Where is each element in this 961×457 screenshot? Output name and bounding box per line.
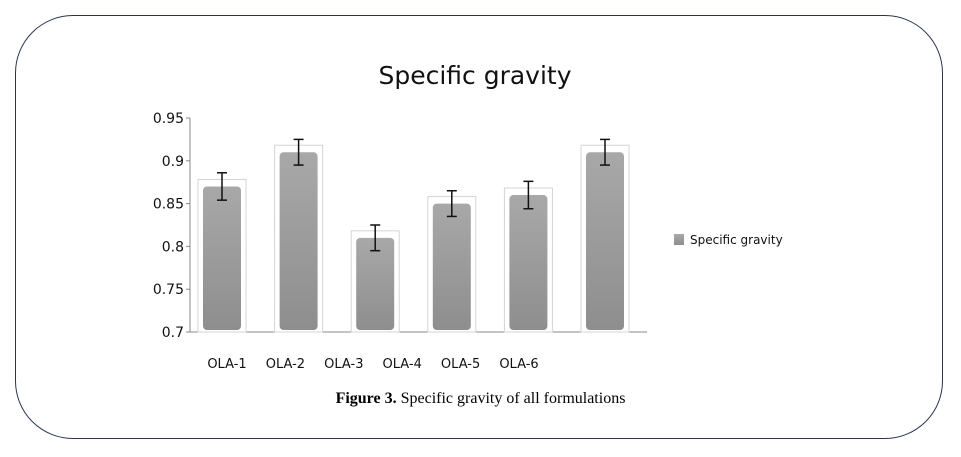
bar (203, 186, 241, 330)
bar (432, 203, 471, 330)
caption-label: Figure 3. (335, 390, 397, 407)
y-tick-label: 0.95 (153, 111, 184, 127)
bar (586, 152, 624, 330)
chart-title: Specific gravity (378, 61, 571, 90)
y-tick-label: 0.9 (162, 154, 184, 170)
x-tick-label: OLA-2 (266, 357, 305, 372)
x-tick-label: OLA-6 (499, 357, 538, 372)
figure-caption: Figure 3. Specific gravity of all formul… (0, 390, 961, 408)
bar (509, 195, 548, 330)
legend-swatch (674, 234, 684, 245)
x-tick-label: OLA-1 (207, 357, 246, 372)
x-tick-label: OLA-3 (324, 357, 363, 372)
caption-text: Specific gravity of all formulations (396, 390, 626, 407)
legend-label: Specific gravity (690, 233, 783, 247)
bar (356, 237, 395, 330)
x-tick-label: OLA-4 (383, 357, 422, 372)
y-tick-label: 0.85 (153, 197, 184, 213)
x-tick-label: OLA-5 (441, 357, 480, 372)
bar (279, 152, 318, 330)
legend: Specific gravity (674, 233, 783, 247)
y-tick-label: 0.75 (153, 282, 184, 298)
figure-frame (15, 15, 943, 439)
y-tick-label: 0.7 (162, 325, 184, 341)
y-tick-label: 0.8 (162, 239, 184, 255)
